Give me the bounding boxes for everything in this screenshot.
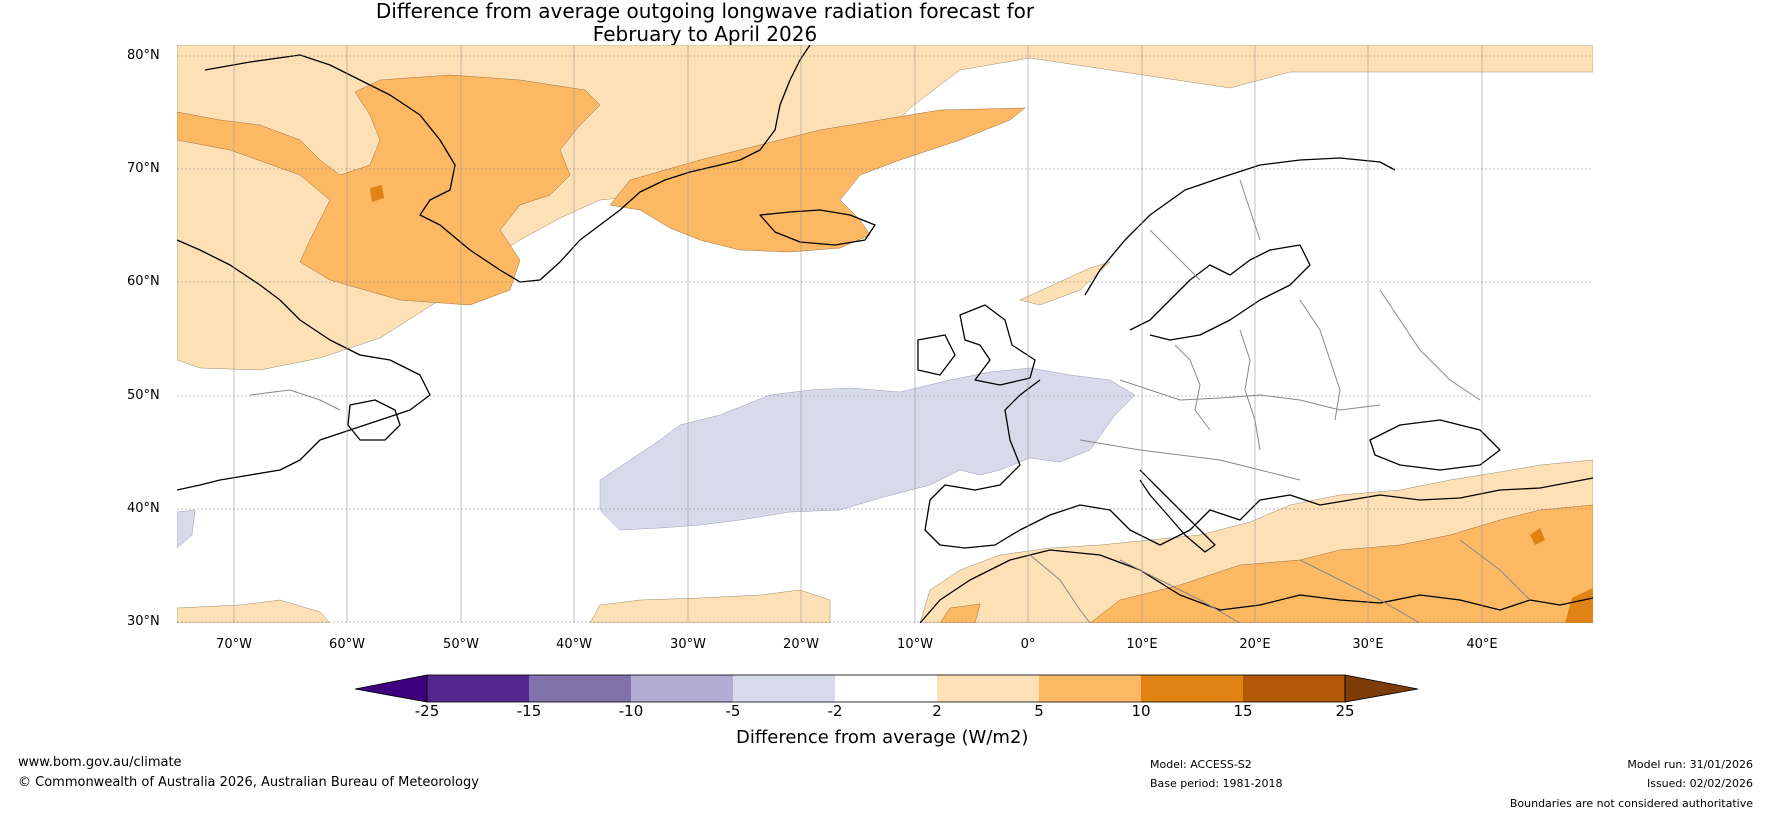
anomaly-region-light-orange-north-2 (1019, 261, 1111, 306)
coastline-ireland (917, 334, 956, 376)
colorbar-bin-neg5-neg2 (733, 675, 835, 702)
anomaly-region-light-purple-atlantic (599, 367, 1136, 531)
anomaly-region-dark-orange-southeast (1565, 588, 1593, 623)
footer-model: Model: ACCESS-S2 (1150, 758, 1252, 771)
map-gridlines (177, 45, 1593, 623)
country-borders (249, 179, 1531, 623)
map-title-line2: February to April 2026 (592, 22, 818, 46)
footer-disclaimer: Boundaries are not considered authoritat… (1509, 797, 1753, 810)
coastline-labrador (177, 239, 431, 491)
lon-label-50w: 50°W (443, 637, 479, 652)
anomaly-region-orange-small (370, 185, 384, 202)
lon-label-20e: 20°E (1239, 637, 1271, 652)
colorbar-bin-neg2-2 (835, 675, 937, 702)
colorbar-tick-25: 25 (1335, 702, 1355, 720)
map-title: Difference from average outgoing longwav… (0, 0, 1410, 46)
lon-label-40w: 40°W (556, 637, 592, 652)
colorbar-extend-low (354, 674, 428, 703)
coastline-black-sea (1369, 419, 1501, 471)
colorbar-tick-5: 5 (1034, 702, 1044, 720)
coastline-greenland (204, 45, 811, 283)
coastline-newfoundland (347, 399, 401, 441)
lon-label-30e: 30°E (1352, 637, 1384, 652)
colorbar-title: Difference from average (W/m2) (736, 727, 1029, 748)
colorbar-tick-neg15: -15 (516, 702, 542, 720)
coastline-europe-west (924, 379, 1593, 549)
lon-label-70w: 70°W (216, 637, 252, 652)
lon-label-0: 0° (1020, 637, 1036, 652)
coastline-italy (1139, 469, 1216, 553)
colorbar-bin-10-15 (1141, 675, 1243, 702)
lon-label-40e: 40°E (1466, 637, 1498, 652)
lat-label-30n: 30°N (127, 614, 160, 629)
colorbar-frame (426, 674, 1346, 703)
footer-copyright: © Commonwealth of Australia 2026, Austra… (18, 775, 479, 790)
footer-base-period: Base period: 1981-2018 (1150, 777, 1283, 790)
colorbar-tick-10: 10 (1131, 702, 1151, 720)
lat-label-50n: 50°N (127, 388, 160, 403)
lat-label-60n: 60°N (127, 274, 160, 289)
footer-website: www.bom.gov.au/climate (18, 755, 182, 770)
coastline-north-africa (919, 549, 1593, 623)
lon-label-10e: 10°E (1126, 637, 1158, 652)
colorbar-bin-neg10-neg5 (631, 675, 733, 702)
colorbar-bin-2-5 (937, 675, 1039, 702)
lat-label-80n: 80°N (127, 48, 160, 63)
colorbar-tick-neg10: -10 (618, 702, 644, 720)
anomaly-region-light-purple-west (177, 509, 196, 549)
map-title-line1: Difference from average outgoing longwav… (375, 0, 1035, 23)
colorbar-tick-15: 15 (1233, 702, 1253, 720)
lon-label-20w: 20°W (783, 637, 819, 652)
colorbar-tick-neg2: -2 (827, 702, 843, 720)
lon-label-30w: 30°W (670, 637, 706, 652)
map-plot-area (177, 45, 1593, 623)
anomaly-region-light-orange-southwest-2 (177, 599, 331, 623)
coastline-norway (1084, 157, 1396, 296)
anomaly-region-light-orange-southwest (589, 589, 831, 623)
colorbar-bin-15-25 (1243, 675, 1345, 702)
lat-label-70n: 70°N (127, 161, 160, 176)
colorbar-extend-high (1344, 674, 1419, 703)
lon-label-60w: 60°W (329, 637, 365, 652)
anomaly-region-dark-orange-southeast-2 (1530, 528, 1545, 545)
anomaly-region-orange-south-west (939, 603, 981, 623)
anomaly-region-orange-east-greenland (609, 107, 1026, 253)
colorbar-bin-neg25-neg15 (427, 675, 529, 702)
coastline-british-isles (959, 304, 1036, 386)
colorbar-tick-neg5: -5 (725, 702, 741, 720)
colorbar-bin-5-10 (1039, 675, 1141, 702)
coastlines (177, 45, 1593, 623)
colorbar-tick-neg25: -25 (414, 702, 440, 720)
lat-label-40n: 40°N (127, 501, 160, 516)
anomaly-region-orange-south (1089, 504, 1593, 623)
colorbar-tick-2: 2 (932, 702, 942, 720)
coastline-baltic (1129, 244, 1311, 341)
colorbar-bin-neg15-neg10 (529, 675, 631, 702)
anomaly-region-orange-greenland (177, 74, 601, 306)
coastline-iceland (759, 209, 876, 246)
footer-issued: Issued: 02/02/2026 (1646, 777, 1753, 790)
lon-label-10w: 10°W (897, 637, 933, 652)
footer-model-run: Model run: 31/01/2026 (1627, 758, 1753, 771)
